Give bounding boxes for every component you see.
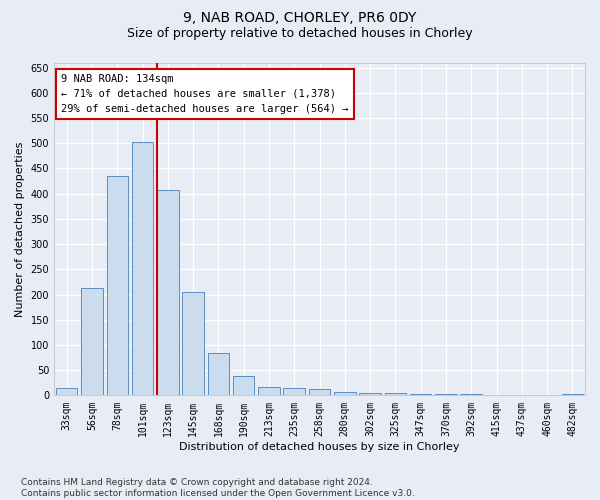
- Bar: [56, 388, 77, 396]
- Bar: [81, 288, 103, 396]
- Bar: [309, 390, 330, 396]
- Bar: [385, 394, 406, 396]
- Bar: [233, 376, 254, 396]
- Text: Contains HM Land Registry data © Crown copyright and database right 2024.
Contai: Contains HM Land Registry data © Crown c…: [21, 478, 415, 498]
- Bar: [157, 190, 179, 396]
- Bar: [208, 353, 229, 396]
- Bar: [258, 387, 280, 396]
- Bar: [460, 394, 482, 396]
- Bar: [511, 395, 533, 396]
- Text: 9, NAB ROAD, CHORLEY, PR6 0DY: 9, NAB ROAD, CHORLEY, PR6 0DY: [184, 11, 416, 25]
- Bar: [435, 394, 457, 396]
- Bar: [132, 142, 153, 396]
- Bar: [182, 292, 204, 396]
- Bar: [283, 388, 305, 396]
- Bar: [359, 393, 381, 396]
- X-axis label: Distribution of detached houses by size in Chorley: Distribution of detached houses by size …: [179, 442, 460, 452]
- Y-axis label: Number of detached properties: Number of detached properties: [15, 142, 25, 316]
- Text: 9 NAB ROAD: 134sqm
← 71% of detached houses are smaller (1,378)
29% of semi-deta: 9 NAB ROAD: 134sqm ← 71% of detached hou…: [61, 74, 349, 114]
- Bar: [107, 176, 128, 396]
- Text: Size of property relative to detached houses in Chorley: Size of property relative to detached ho…: [127, 28, 473, 40]
- Bar: [334, 392, 356, 396]
- Bar: [536, 395, 558, 396]
- Bar: [562, 394, 583, 396]
- Bar: [486, 395, 507, 396]
- Bar: [410, 394, 431, 396]
